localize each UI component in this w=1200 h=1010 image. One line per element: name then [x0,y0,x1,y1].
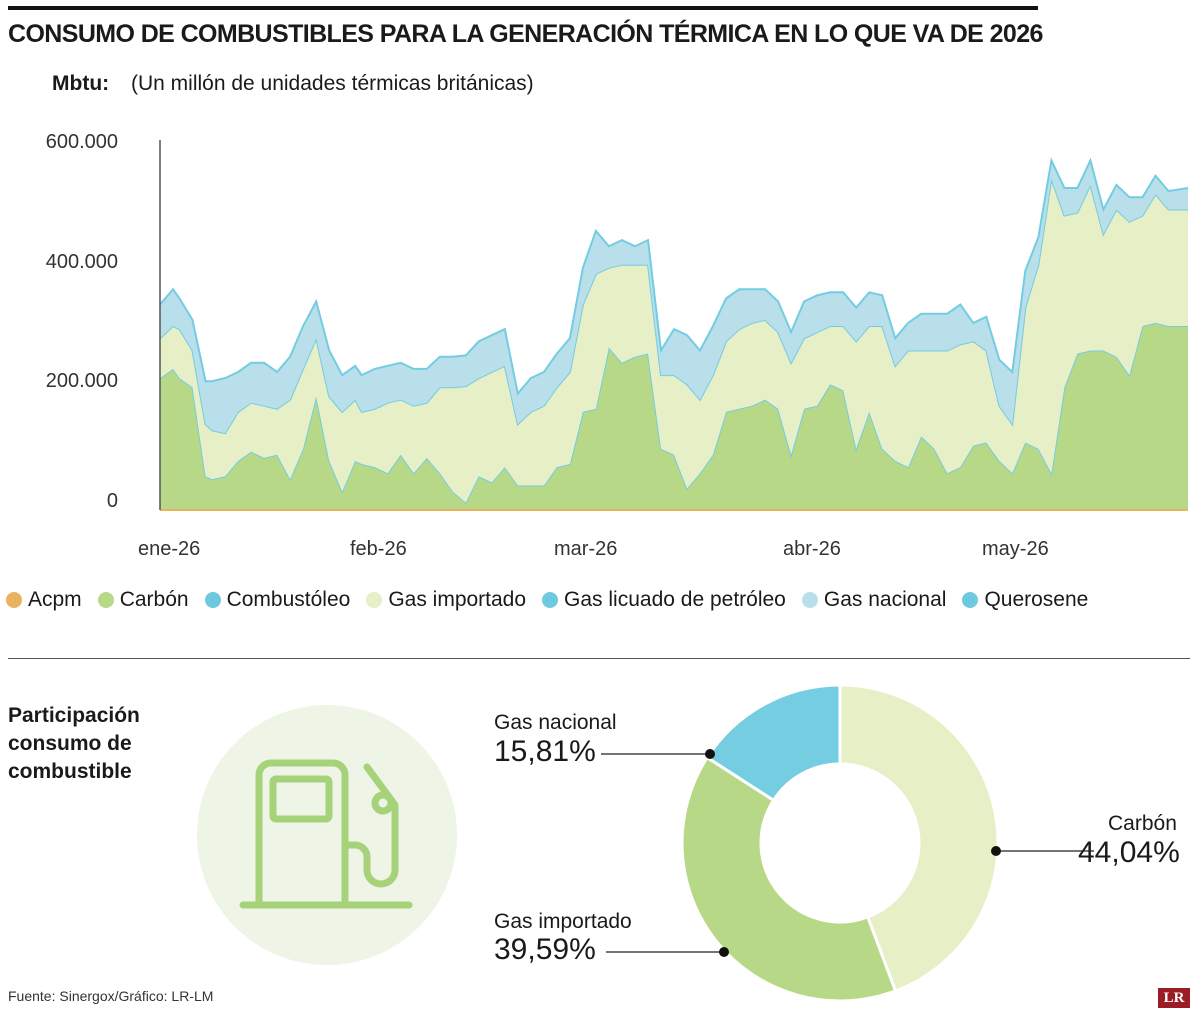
fuel-pump-icon [239,759,413,909]
legend-label: Gas licuado de petróleo [564,588,786,611]
legend-item-gas-nacional: Gas nacional [801,588,947,612]
legend-label: Combustóleo [226,588,351,611]
callout-dot [991,846,1001,856]
top-rule [8,6,1038,10]
unit-description: (Un millón de unidades térmicas británic… [130,72,534,95]
donut-slice [680,755,898,1003]
legend-item-gas-importado: Gas importado [366,588,526,612]
legend-item-querosene: Querosene [962,588,1088,612]
x-tick-label: ene-26 [138,538,201,560]
area-series [160,178,1188,503]
y-tick-label: 400.000 [45,251,118,273]
legend-dot [6,592,22,608]
legend-label: Carbón [119,588,189,611]
legend-dot [801,592,818,608]
legend-item-acpm: Acpm [6,588,82,612]
share-section-title: Participación consumo de combustible [8,704,140,783]
slice-value-carbon: 44,04% [1078,836,1180,869]
legend-dot [204,592,221,608]
page-title: CONSUMO DE COMBUSTIBLES PARA LA GENERACI… [8,20,1043,48]
legend-label: Acpm [28,588,82,611]
area-series [160,322,1188,510]
callout-dot [719,947,729,957]
x-tick-label: mar-26 [554,538,618,560]
legend-label: Gas importado [388,588,527,611]
x-tick-label: may-26 [982,538,1049,560]
legend-dot [366,592,383,608]
legend-item-carbon: Carbón [97,588,189,612]
slice-label-gas-nacional: Gas nacional [494,711,617,734]
stacked-area-chart [159,140,1189,511]
donut-slice [838,683,1000,993]
x-tick-label: feb-26 [350,538,407,560]
callout-dot [705,749,715,759]
slice-label-carbon: Carbón [1108,812,1177,835]
legend-item-combustoleo: Combustóleo [204,588,351,612]
lr-logo: LR [1158,988,1190,1008]
section-divider [8,658,1190,659]
slice-label-gas-importado: Gas importado [494,910,632,933]
unit-label: Mbtu: [52,72,110,95]
source-note: Fuente: Sinergox/Gráfico: LR-LM [8,988,214,1004]
y-tick-label: 600.000 [45,131,118,153]
x-tick-label: abr-26 [783,538,841,560]
unit-row: Mbtu: (Un millón de unidades térmicas br… [52,72,534,96]
chart-legend: Acpm Carbón Combustóleo Gas importado Ga… [6,588,1088,612]
legend-label: Gas nacional [823,588,947,611]
series-line [159,157,1189,396]
y-tick-label: 0 [106,490,118,512]
y-tick-label: 200.000 [45,370,118,392]
legend-item-glp: Gas licuado de petróleo [542,588,786,612]
fuel-pump-badge [197,705,457,965]
area-series [160,160,1188,434]
legend-label: Querosene [984,588,1089,611]
slice-value-gas-nacional: 15,81% [494,735,596,768]
slice-value-gas-importado: 39,59% [494,933,596,966]
legend-dot [542,592,559,608]
donut-slice [705,683,842,803]
legend-dot [962,592,979,608]
legend-dot [97,592,114,608]
